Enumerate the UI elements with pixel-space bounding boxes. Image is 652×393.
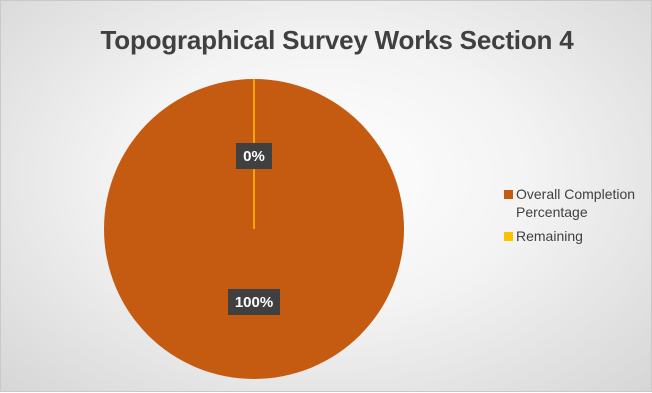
chart-title: Topographical Survey Works Section 4 [100,25,574,55]
legend-swatch-remaining [504,232,513,241]
legend-label-remaining: Remaining [516,228,583,244]
data-label-box [228,289,280,315]
legend: Overall Completion Percentage Remaining [504,185,652,251]
legend-label-completion: Overall Completion Percentage [516,186,636,220]
legend-item-completion: Overall Completion Percentage [504,185,652,221]
legend-swatch-completion [504,190,513,199]
data-label-box [236,143,272,169]
data-label-completion: 100% [235,294,273,311]
legend-item-remaining: Remaining [504,227,652,245]
data-label-remaining: 0% [243,148,265,165]
